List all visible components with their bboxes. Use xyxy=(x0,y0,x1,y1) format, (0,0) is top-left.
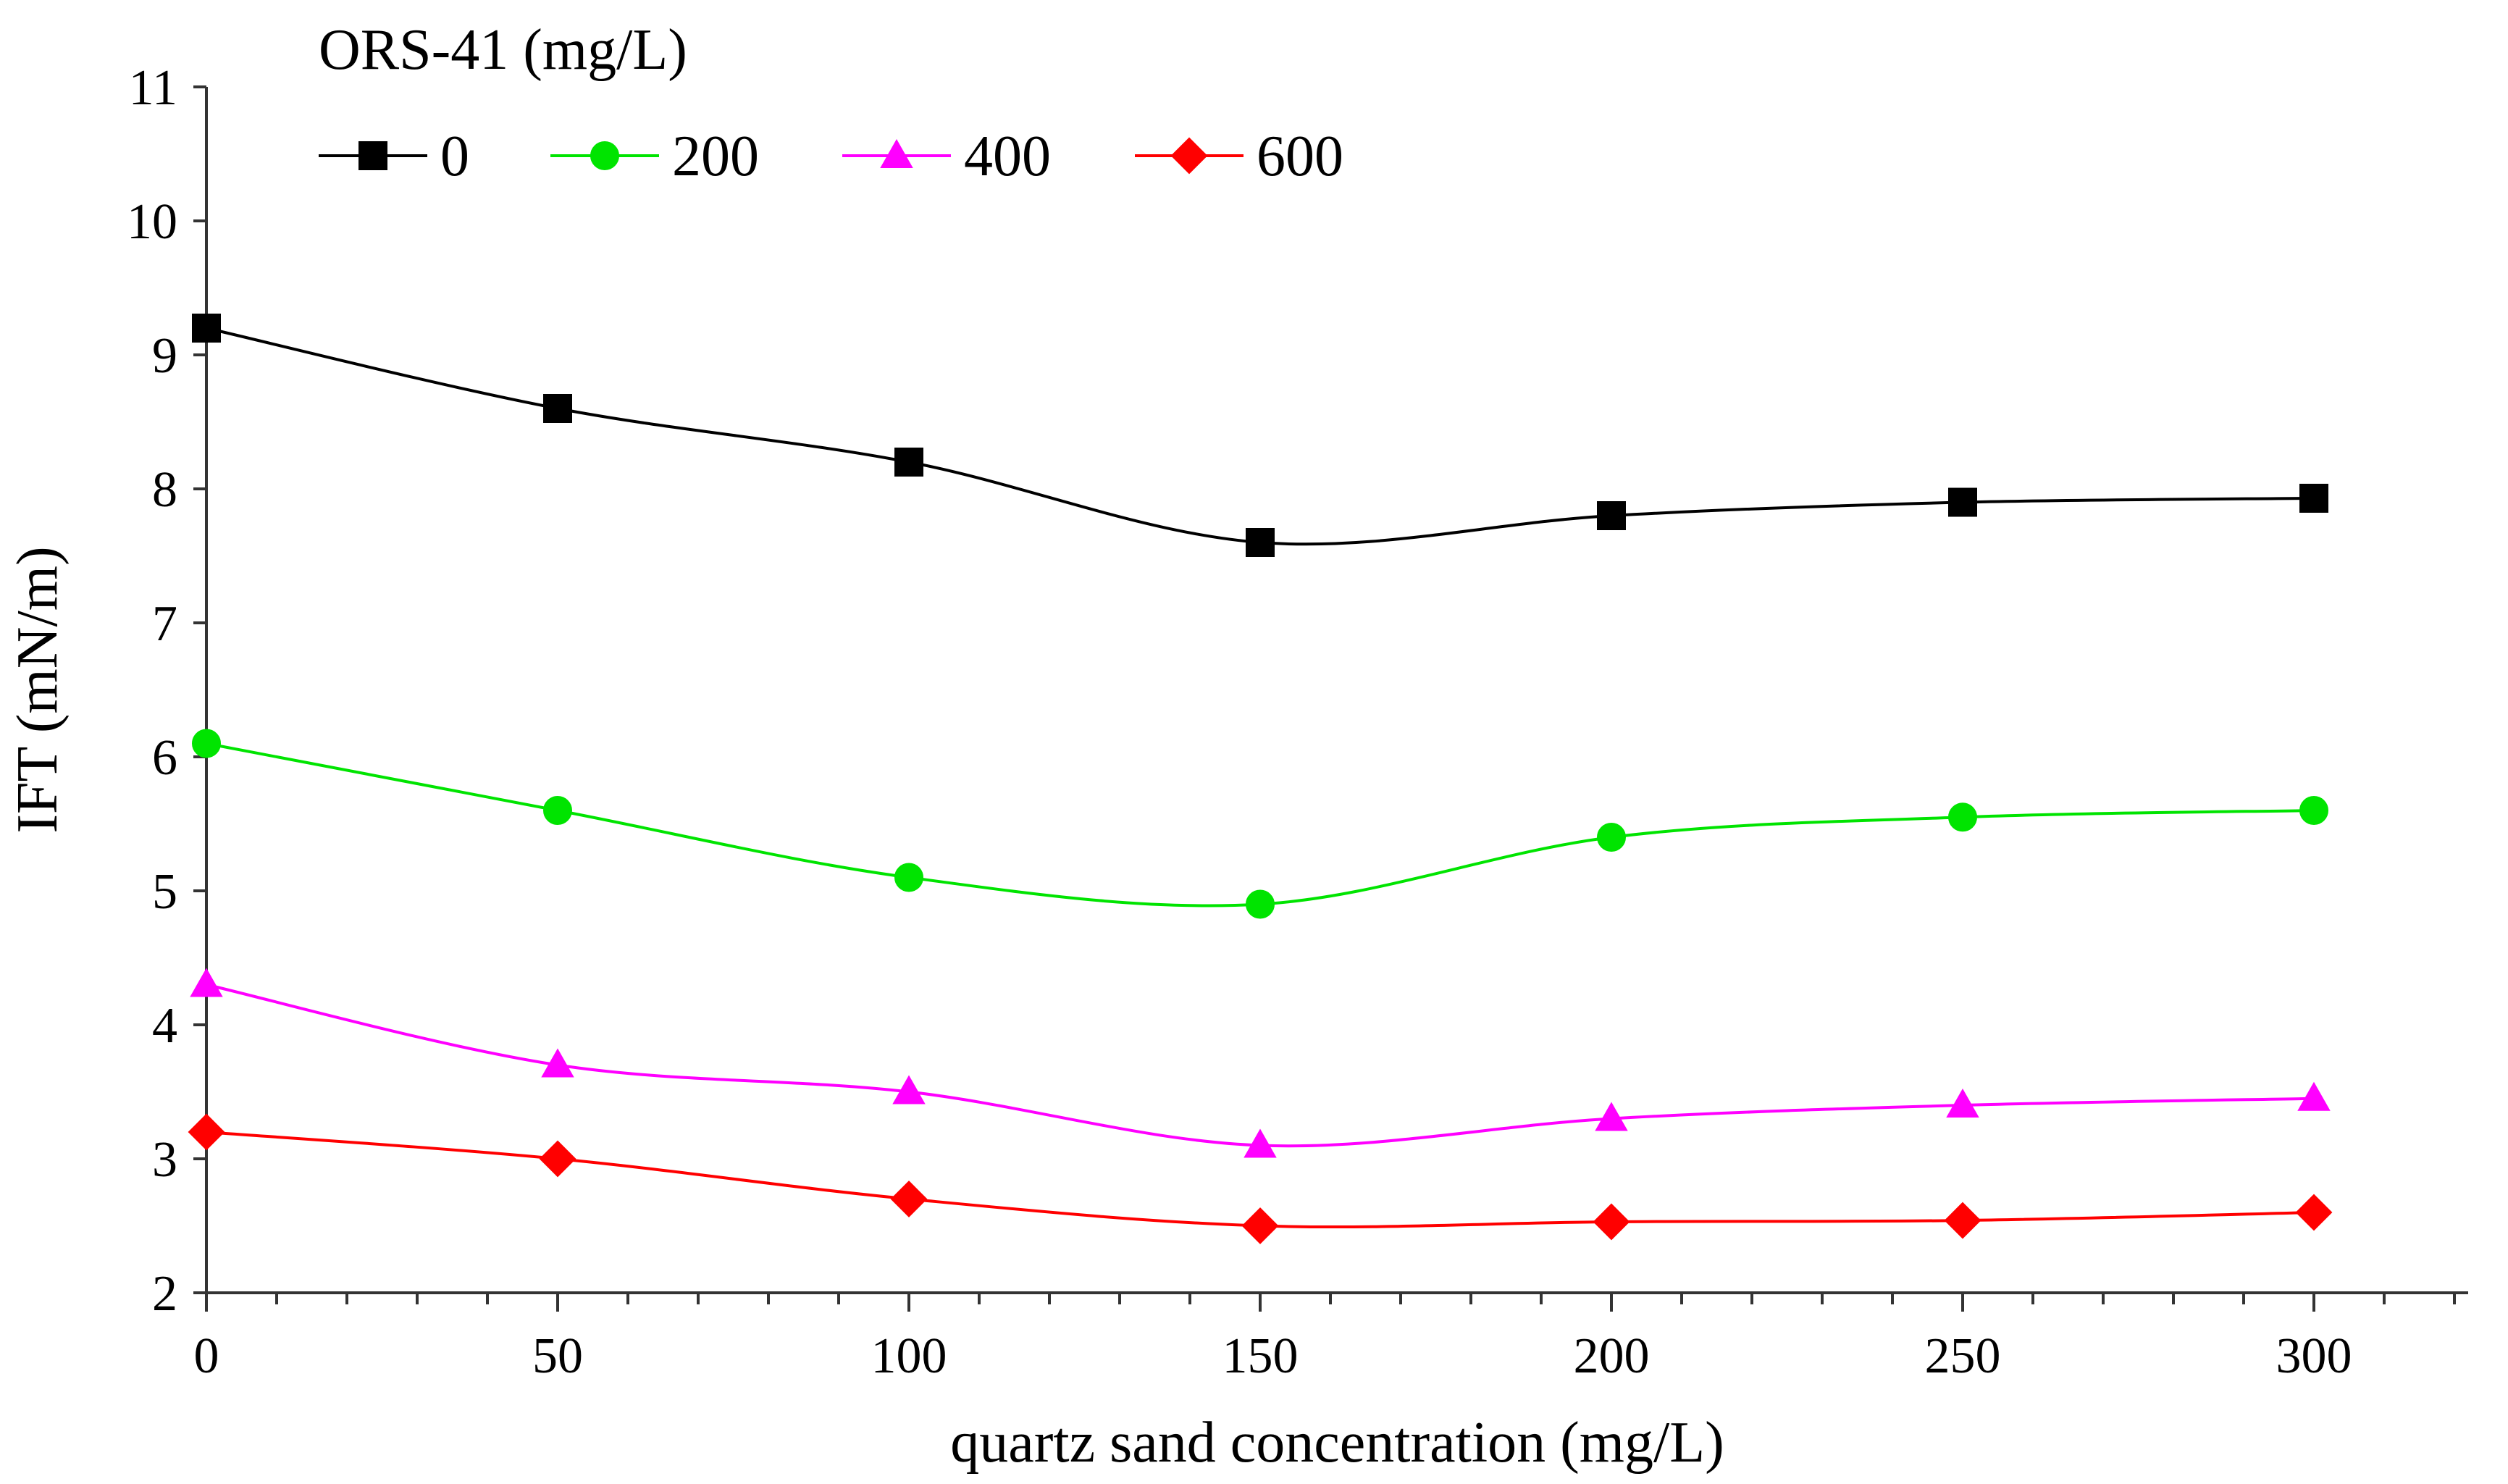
series-200 xyxy=(192,729,2328,919)
data-point-200-50 xyxy=(543,796,572,825)
data-point-200-0 xyxy=(192,729,221,758)
data-point-0-300 xyxy=(2299,483,2328,513)
data-point-200-150 xyxy=(1246,889,1275,919)
legend-item-200: 200 xyxy=(550,125,759,188)
data-point-400-200 xyxy=(1595,1102,1628,1131)
y-axis-title: IFT (mN/m) xyxy=(6,546,70,833)
data-point-200-200 xyxy=(1597,823,1626,852)
x-tick-label-200: 200 xyxy=(1574,1328,1650,1384)
axes xyxy=(205,87,2468,1294)
data-point-200-250 xyxy=(1948,802,1977,832)
legend-marker-600 xyxy=(1170,137,1208,175)
data-point-200-100 xyxy=(894,863,923,892)
data-point-600-50 xyxy=(539,1140,576,1178)
data-point-400-0 xyxy=(190,968,223,997)
series-line-200 xyxy=(206,742,2315,907)
legend-marker-200 xyxy=(590,141,619,170)
series-600 xyxy=(188,1113,2333,1244)
y-tick-label-5: 5 xyxy=(152,864,177,920)
data-point-400-50 xyxy=(541,1048,574,1078)
series-group xyxy=(188,314,2333,1244)
y-tick-label-9: 9 xyxy=(152,328,177,384)
data-point-600-150 xyxy=(1241,1207,1279,1244)
legend-item-400: 400 xyxy=(842,125,1051,188)
x-tick-label-300: 300 xyxy=(2276,1328,2352,1384)
y-tick-label-2: 2 xyxy=(152,1266,177,1322)
y-tick-label-11: 11 xyxy=(129,60,177,116)
y-tick-label-7: 7 xyxy=(152,596,177,652)
x-tick-label-0: 0 xyxy=(194,1328,219,1384)
data-point-0-250 xyxy=(1948,487,1977,517)
legend-marker-0 xyxy=(358,141,387,170)
data-point-0-50 xyxy=(543,394,572,423)
y-tick-label-4: 4 xyxy=(152,998,177,1054)
legend-label-600: 600 xyxy=(1257,125,1343,188)
data-point-0-200 xyxy=(1597,501,1626,530)
data-point-0-100 xyxy=(894,448,923,477)
x-axis-ticks: 0 50 100 150 200 250 300 xyxy=(194,1293,2456,1384)
data-point-0-0 xyxy=(192,314,221,343)
legend-item-600: 600 xyxy=(1135,125,1343,188)
data-point-600-100 xyxy=(890,1181,928,1217)
y-tick-label-6: 6 xyxy=(152,730,177,786)
x-tick-label-250: 250 xyxy=(1925,1328,2001,1384)
data-point-400-150 xyxy=(1243,1128,1277,1158)
series-0 xyxy=(192,314,2328,557)
legend-label-400: 400 xyxy=(964,125,1051,188)
data-point-400-300 xyxy=(2297,1081,2331,1111)
data-point-400-250 xyxy=(1946,1088,1979,1118)
data-point-400-100 xyxy=(892,1075,926,1104)
legend-item-0: 0 xyxy=(319,125,469,188)
data-point-600-0 xyxy=(188,1113,225,1151)
x-tick-label-100: 100 xyxy=(871,1328,947,1384)
data-point-600-250 xyxy=(1944,1202,1981,1239)
data-point-200-300 xyxy=(2299,796,2328,825)
legend-marker-400 xyxy=(880,138,913,168)
data-point-600-300 xyxy=(2295,1194,2333,1231)
y-tick-label-8: 8 xyxy=(152,462,177,518)
y-tick-label-10: 10 xyxy=(127,194,177,250)
x-tick-label-50: 50 xyxy=(532,1328,583,1384)
series-line-0 xyxy=(206,327,2315,546)
x-tick-label-150: 150 xyxy=(1222,1328,1299,1384)
data-point-600-200 xyxy=(1593,1203,1630,1241)
y-tick-label-3: 3 xyxy=(152,1132,177,1188)
data-point-0-150 xyxy=(1246,528,1275,557)
series-line-400 xyxy=(206,983,2315,1148)
series-400 xyxy=(190,968,2331,1158)
x-axis-title: quartz sand concentration (mg/L) xyxy=(950,1411,1724,1475)
legend: ORS-41 (mg/L) 0 200 400 600 xyxy=(319,18,1343,188)
legend-label-0: 0 xyxy=(440,125,469,188)
legend-title: ORS-41 (mg/L) xyxy=(319,18,687,82)
legend-label-200: 200 xyxy=(672,125,759,188)
y-axis-ticks: 2 3 4 5 6 7 8 9 10 11 xyxy=(127,60,206,1322)
